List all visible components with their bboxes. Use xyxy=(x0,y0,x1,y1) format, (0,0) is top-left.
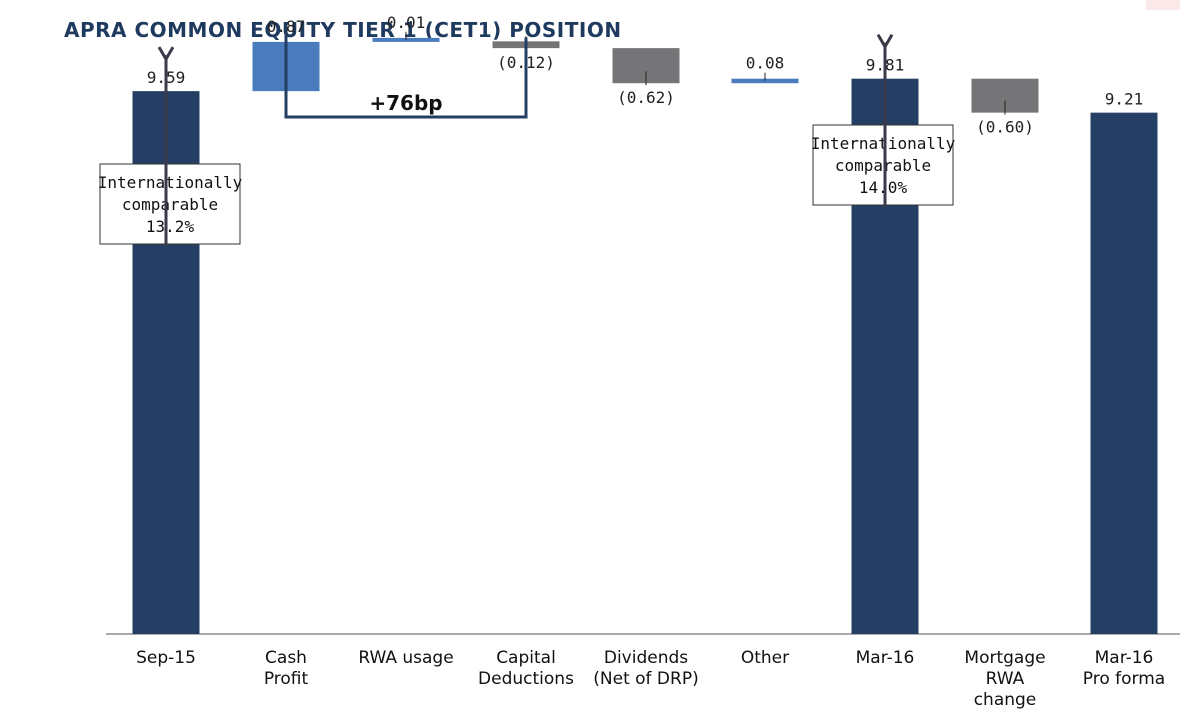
category-label-5-0: Other xyxy=(741,648,789,668)
page-title: APRA COMMON EQUITY TIER 1 (CET1) POSITIO… xyxy=(64,18,622,42)
data-label-1: 0.87 xyxy=(267,17,306,36)
data-label-2: 0.01 xyxy=(387,13,426,32)
annotation-box-1 xyxy=(812,124,954,206)
data-label-5: 0.08 xyxy=(746,54,785,73)
category-label-4-0: Dividends xyxy=(604,648,688,668)
annotation-text-1-2: 14.0% xyxy=(859,178,908,197)
data-label-7: (0.60) xyxy=(976,118,1034,137)
category-label-7-2: change xyxy=(974,690,1037,710)
annotation-box-0 xyxy=(99,163,241,245)
annotation-text-0-1: comparable xyxy=(122,195,218,214)
category-label-4-1: (Net of DRP) xyxy=(593,669,698,689)
category-label-2-0: RWA usage xyxy=(358,648,453,668)
category-label-3-1: Deductions xyxy=(478,669,574,689)
category-label-6-0: Mar-16 xyxy=(856,648,915,668)
annotation-text-0-2: 13.2% xyxy=(146,217,195,236)
bar-5 xyxy=(731,78,799,84)
category-label-0-0: Sep-15 xyxy=(136,648,196,668)
corner-accent xyxy=(1146,0,1180,10)
category-label-1-1: Profit xyxy=(264,669,309,689)
annotation-arrow-head-1 xyxy=(876,33,894,50)
annotation-text-1-0: Internationally xyxy=(811,134,956,153)
category-label-3-0: Capital xyxy=(496,648,556,668)
bracket-line xyxy=(284,33,528,119)
annotation-arrow-head-0 xyxy=(157,46,175,63)
category-label-1-0: Cash xyxy=(265,648,307,668)
annotation-text-0-0: Internationally xyxy=(98,173,243,192)
bar-8 xyxy=(1090,112,1158,635)
annotation-text-1-1: comparable xyxy=(835,156,931,175)
bracket-label: +76bp xyxy=(369,91,442,115)
category-label-7-0: Mortgage xyxy=(964,648,1045,668)
category-label-7-1: RWA xyxy=(986,669,1025,689)
category-label-8-1: Pro forma xyxy=(1083,669,1165,689)
data-label-8: 9.21 xyxy=(1105,90,1144,109)
data-label-4: (0.62) xyxy=(617,88,675,107)
category-label-8-0: Mar-16 xyxy=(1095,648,1154,668)
